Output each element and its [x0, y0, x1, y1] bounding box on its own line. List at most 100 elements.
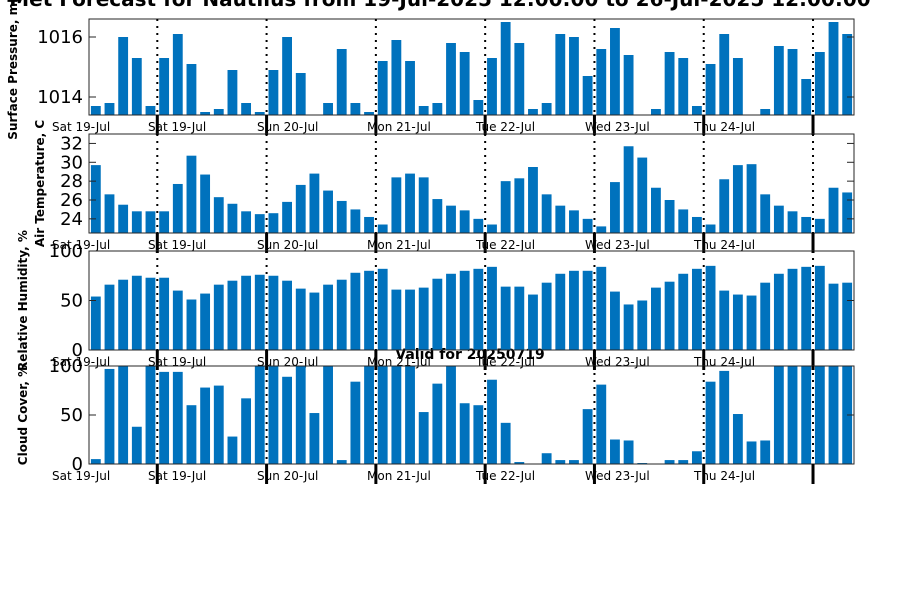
bar	[432, 103, 443, 115]
bar	[459, 270, 470, 350]
bar	[336, 279, 347, 350]
bar	[678, 460, 689, 464]
bar	[773, 205, 784, 233]
bar	[172, 290, 183, 350]
bar	[623, 146, 634, 233]
bar	[473, 405, 484, 464]
bar	[323, 103, 333, 115]
x-tick-label: Sun 20-Jul	[257, 238, 318, 252]
bar	[418, 177, 429, 233]
x-tick-label: Wed 23-Jul	[585, 120, 650, 134]
bar	[528, 167, 538, 233]
bar	[514, 286, 525, 350]
bar	[719, 290, 730, 350]
bar	[596, 384, 607, 464]
bar	[227, 203, 238, 233]
bar	[487, 379, 497, 464]
bar	[732, 294, 743, 350]
bar	[336, 49, 347, 115]
bar	[555, 460, 566, 464]
bar	[787, 49, 798, 115]
bar	[186, 299, 197, 350]
bar	[610, 439, 620, 464]
bar	[459, 52, 470, 115]
y-tick-label: 100	[49, 356, 83, 377]
bar	[186, 155, 197, 233]
bar	[432, 278, 443, 350]
bar	[814, 218, 825, 233]
bar	[377, 224, 388, 233]
bar	[377, 268, 388, 350]
bar-series	[90, 22, 853, 115]
bar	[582, 270, 593, 350]
bar	[555, 34, 566, 115]
chart-panels: 1014 1016 Sat 19-Jul Sat 19-Jul Sun 20-Jul Mo…	[6, 0, 855, 484]
bar	[323, 284, 333, 350]
y-axis-label: Air Temperature, C	[33, 120, 47, 248]
bar	[241, 103, 252, 115]
bar	[131, 58, 142, 115]
bar	[213, 109, 224, 115]
y-tick-label: 0	[72, 340, 83, 361]
x-tick-label: Tue 22-Jul	[475, 469, 535, 483]
x-tick-label: Mon 21-Jul	[367, 469, 431, 483]
bar	[405, 173, 415, 233]
x-tick-label: Sat 19-Jul	[148, 238, 206, 252]
bar	[159, 371, 170, 464]
bar	[200, 112, 211, 115]
bar	[773, 46, 784, 115]
bar	[200, 387, 211, 464]
bar	[746, 441, 757, 464]
bar	[213, 385, 224, 464]
bar	[596, 266, 607, 350]
bar	[295, 73, 306, 115]
bar	[118, 204, 129, 233]
chart-title: Met Forecast for Nautilus from 19-Jul-20…	[9, 0, 870, 11]
x-tick-label: Tue 22-Jul	[475, 120, 535, 134]
bar	[678, 273, 689, 350]
bar	[651, 287, 661, 350]
bar	[651, 109, 661, 115]
x-tick-label: Thu 24-Jul	[693, 120, 755, 134]
bar	[213, 284, 224, 350]
bar	[350, 381, 361, 464]
x-tick-label: Thu 24-Jul	[693, 355, 755, 369]
bar	[473, 268, 484, 350]
bar	[227, 436, 238, 464]
bar	[528, 294, 538, 350]
bar	[241, 398, 252, 464]
bar	[842, 282, 853, 350]
bar	[541, 453, 552, 464]
bar	[487, 266, 497, 350]
bar	[131, 211, 142, 233]
y-tick-label: 28	[60, 171, 83, 192]
y-axis-label: Surface Pressure, mb	[6, 0, 20, 140]
bar	[418, 106, 429, 115]
bar	[446, 43, 456, 115]
bar	[773, 366, 784, 464]
bar	[145, 106, 156, 115]
bar	[691, 106, 702, 115]
bar	[828, 283, 839, 350]
bar	[295, 366, 306, 464]
bar	[691, 451, 702, 464]
bar	[760, 109, 771, 115]
bar	[200, 174, 211, 233]
bar	[569, 210, 579, 233]
bar	[623, 55, 634, 115]
bar	[664, 200, 675, 233]
bar	[814, 265, 825, 350]
bar	[459, 403, 470, 464]
bar	[172, 183, 183, 233]
x-tick-label: Mon 21-Jul	[367, 238, 431, 252]
bar	[241, 211, 252, 233]
x-tick-label: Wed 23-Jul	[585, 469, 650, 483]
axes-box	[88, 18, 855, 116]
x-tick-label: Sun 20-Jul	[257, 469, 318, 483]
bar	[664, 460, 675, 464]
x-tick-label: Thu 24-Jul	[693, 469, 755, 483]
bar	[487, 58, 497, 115]
bar	[172, 34, 183, 115]
